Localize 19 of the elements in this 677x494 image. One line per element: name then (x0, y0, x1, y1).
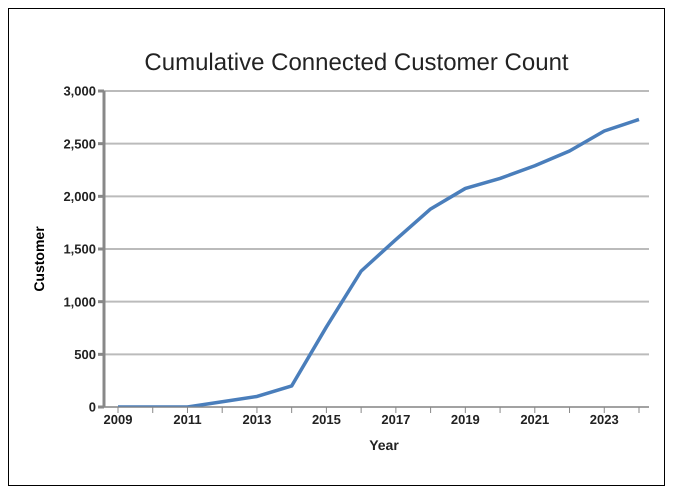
x-tick-label: 2009 (104, 412, 132, 428)
x-tick-label: 2017 (381, 412, 410, 428)
line-series (116, 118, 641, 407)
y-tick-label: 0 (88, 400, 96, 415)
x-tick-label: 2013 (242, 412, 272, 428)
x-axis-title: Year (368, 437, 400, 453)
y-tick-label: 1,000 (63, 294, 96, 310)
chart-title: Cumulative Connected Customer Count (143, 49, 570, 77)
x-tick-label: 2011 (173, 412, 202, 428)
y-tick-label: 2,500 (63, 136, 96, 152)
x-tick-label: 2015 (312, 412, 341, 428)
y-tick-label: 3,000 (63, 84, 96, 99)
y-tick-label: 1,500 (63, 242, 96, 257)
x-tick-label: 2019 (450, 412, 480, 428)
x-tick-label: 2021 (520, 412, 550, 428)
x-tick-label: 2023 (590, 412, 619, 428)
y-tick-label: 2,000 (63, 188, 96, 204)
y-axis-title: Customer (31, 226, 47, 292)
y-tick-label: 500 (74, 346, 96, 362)
